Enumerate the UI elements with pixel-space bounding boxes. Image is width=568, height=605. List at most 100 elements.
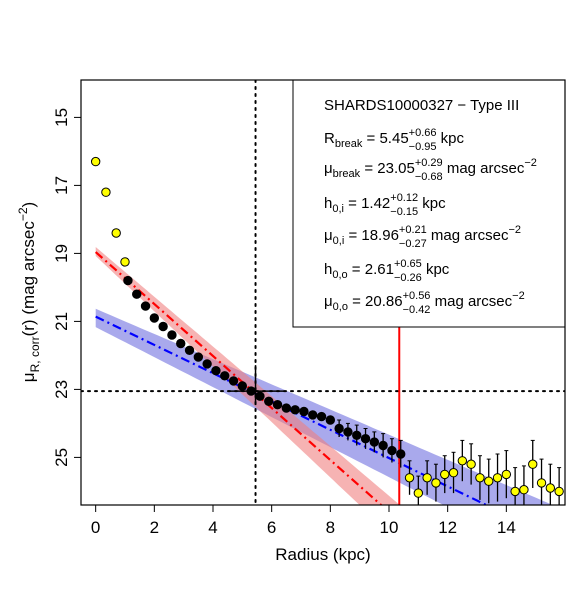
annotation-plus-error: +0.66 <box>409 127 437 139</box>
annotation-panel: SHARDS10000327 − Type III <box>292 79 566 328</box>
ylabel-symbol: μ <box>19 372 38 382</box>
annotation-value: = 2.61 <box>348 261 394 278</box>
annotation-minus-error: −0.68 <box>415 171 443 183</box>
excluded-point <box>466 459 476 469</box>
annotation-plus-error: +0.12 <box>390 192 418 204</box>
fitted-point <box>211 366 221 376</box>
ylabel-close: ) <box>19 202 38 208</box>
fitted-point <box>132 289 142 299</box>
fitted-point <box>228 376 239 386</box>
annotation-line: μ0,i = 18.96+0.21 −0.27 mag arcsec−2 <box>324 224 521 250</box>
plot-frame <box>80 79 566 506</box>
annotation-value: = 20.86 <box>348 293 403 310</box>
fitted-point <box>167 330 177 340</box>
data-points <box>90 156 564 505</box>
annotation-box <box>292 79 566 328</box>
annotation-title: SHARDS10000327 − Type III <box>324 97 519 114</box>
x-tick-label: 10 <box>380 518 399 537</box>
fitted-point <box>369 437 380 447</box>
annotation-symbol: μ <box>324 160 333 177</box>
excluded-point <box>475 473 485 483</box>
x-tick-label: 4 <box>208 518 217 537</box>
y-axis-label: μR, corr(r) (mag arcsec−2) <box>16 202 42 382</box>
annotation-line: h0,i = 1.42+0.12 −0.15 kpc <box>324 192 446 218</box>
fitted-point <box>360 434 371 444</box>
annotation-plus-error: +0.29 <box>415 157 443 169</box>
annotation-plus-error: +0.65 <box>394 258 422 270</box>
annotation-subscript: 0,o <box>332 269 347 281</box>
fitted-point <box>325 415 336 425</box>
annotation-minus-error: −0.95 <box>409 141 437 153</box>
annotation-line: μbreak = 23.05+0.29 −0.68 mag arcsec−2 <box>324 157 537 183</box>
annotation-symbol: h <box>324 195 332 212</box>
annotation-unit-superscript: −2 <box>512 290 525 302</box>
excluded-point <box>440 469 450 480</box>
fitted-point <box>140 301 151 311</box>
x-tick-label: 8 <box>326 518 335 537</box>
excluded-point <box>404 473 415 483</box>
excluded-point <box>484 476 494 486</box>
x-tick-label: 12 <box>438 518 457 537</box>
x-tick-label: 2 <box>150 518 159 537</box>
fitted-point <box>246 386 256 396</box>
fitted-point <box>123 275 133 286</box>
x-tick-label: 0 <box>91 518 100 537</box>
annotation-value: = 18.96 <box>344 227 399 244</box>
annotation-plus-error: +0.56 <box>403 290 431 302</box>
y-tick-label: 15 <box>52 108 71 127</box>
annotation-unit-superscript: −2 <box>524 157 537 169</box>
y-tick-label: 19 <box>52 244 71 263</box>
excluded-point <box>492 473 503 483</box>
excluded-point <box>519 485 529 495</box>
annotation-symbol: R <box>324 130 335 147</box>
x-axis-label: Radius (kpc) <box>275 545 370 564</box>
fitted-point <box>352 430 362 440</box>
fitted-point <box>343 427 353 437</box>
annotation-line: Rbreak = 5.45+0.66 −0.95 kpc <box>324 127 465 153</box>
annotation-line: h0,o = 2.61+0.65 −0.26 kpc <box>324 258 450 284</box>
excluded-point <box>101 187 111 197</box>
annotation-minus-error: −0.27 <box>399 238 427 250</box>
excluded-point <box>510 486 520 497</box>
ylabel-text: (r) (mag arcsec <box>19 221 38 337</box>
fitted-point <box>220 371 230 381</box>
annotation-value: = 5.45 <box>362 130 408 147</box>
fitted-point <box>255 391 265 401</box>
annotation-unit: kpc <box>437 130 465 147</box>
annotation-subscript: break <box>333 168 361 180</box>
annotation-minus-error: −0.26 <box>394 272 422 284</box>
excluded-point <box>545 483 556 493</box>
y-tick-label: 25 <box>52 448 71 467</box>
annotation-unit-superscript: −2 <box>508 224 521 236</box>
fitted-point <box>308 410 318 420</box>
fitted-point <box>202 359 212 369</box>
fitted-point <box>272 400 283 410</box>
annotation-unit: kpc <box>422 261 450 278</box>
annotation-unit: kpc <box>418 195 446 212</box>
fitted-point <box>387 445 397 456</box>
fitted-point <box>290 405 300 415</box>
excluded-point <box>457 456 468 466</box>
annotation-value: = 23.05 <box>360 160 415 177</box>
excluded-point <box>422 473 432 483</box>
fitted-point <box>334 423 344 434</box>
excluded-point <box>536 478 547 488</box>
annotation-subscript: 0,i <box>333 235 345 247</box>
y-tick-label: 23 <box>52 380 71 399</box>
ylabel-subscript: R, corr <box>28 336 42 372</box>
axes: 0 2 4 6 8 10 12 14 15 17 19 21 23 25 <box>52 108 516 537</box>
excluded-point <box>120 257 130 267</box>
y-tick-label: 17 <box>52 176 71 195</box>
fitted-point <box>176 338 186 349</box>
fitted-point <box>149 313 160 323</box>
annotation-minus-error: −0.15 <box>390 206 418 218</box>
x-tick-label: 6 <box>267 518 276 537</box>
excluded-point <box>111 228 121 238</box>
fitted-point <box>378 440 388 451</box>
fitted-point <box>396 449 406 459</box>
annotation-plus-error: +0.21 <box>399 224 427 236</box>
fitted-point <box>158 321 168 332</box>
fitted-point <box>264 396 274 406</box>
